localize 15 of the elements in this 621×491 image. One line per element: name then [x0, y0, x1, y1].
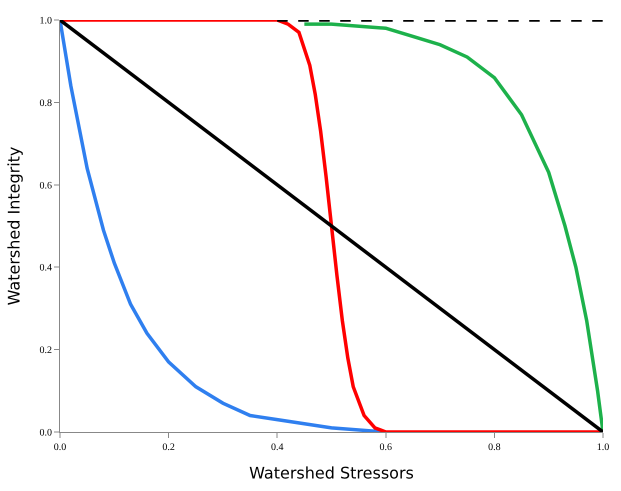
line-series	[302, 22, 603, 432]
y-tick-label: 0.0	[40, 428, 52, 438]
x-tick-label: 0.0	[54, 442, 66, 453]
x-tick-label: 0.8	[488, 442, 501, 453]
x-tick-label: 0.2	[162, 442, 175, 453]
x-tick-label: 0.6	[380, 442, 392, 453]
x-axis-title: Watershed Stressors	[249, 464, 414, 483]
y-tick-label: 0.2	[40, 345, 52, 356]
y-tick-label: 0.8	[40, 98, 52, 109]
y-tick-label: 0.6	[40, 180, 52, 192]
x-tick-label: 0.4	[270, 442, 284, 453]
x-tick-label: 1.0	[596, 442, 610, 453]
y-tick-label: 0.4	[40, 262, 52, 274]
y-axis-title: Watershed Integrity	[4, 146, 24, 306]
y-tick-label: 1.0	[40, 16, 52, 26]
